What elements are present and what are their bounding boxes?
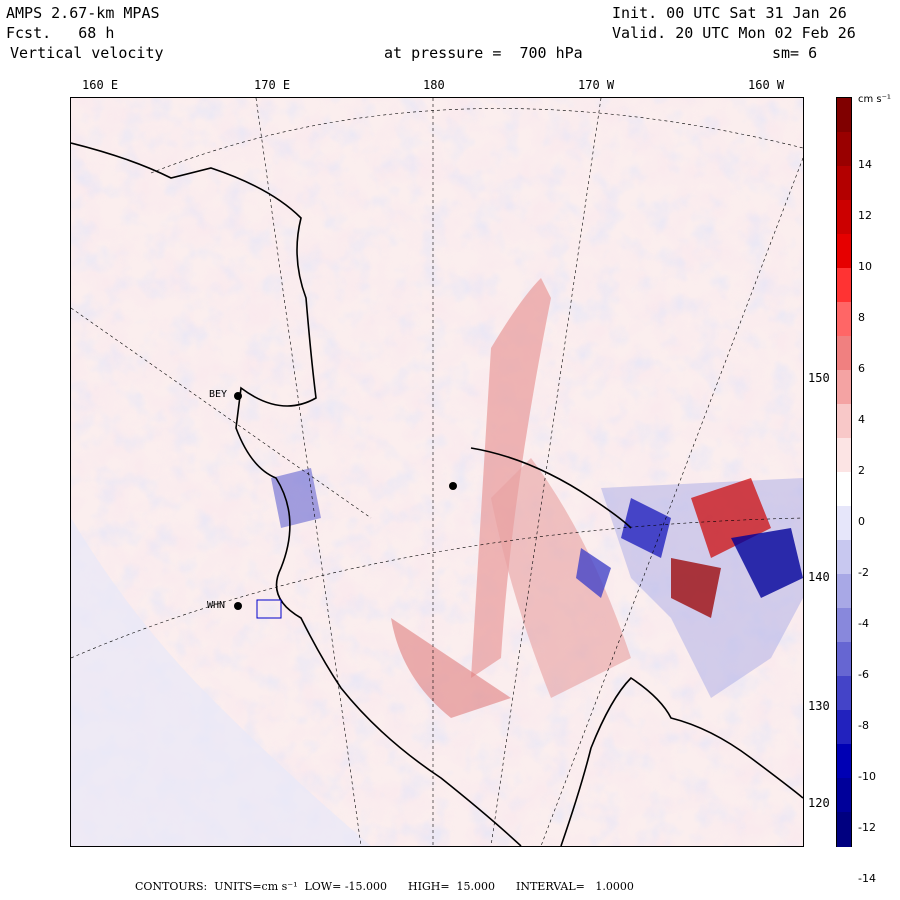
colorbar-tick-label: 8	[858, 311, 865, 324]
smoothing: sm= 6	[772, 44, 818, 62]
colorbar-segment	[837, 438, 851, 473]
colorbar-tick-label: 10	[858, 260, 872, 273]
station-dot-3	[449, 482, 457, 490]
coastline	[71, 142, 803, 846]
graticule-lon-160e	[71, 307, 372, 519]
lon-label-170w: 170 W	[578, 78, 615, 92]
graticule-lat-2	[71, 517, 803, 659]
colorbar-tick-label: -12	[858, 821, 876, 834]
colorbar-segment	[837, 812, 851, 847]
vertical-velocity-map: BEY WHN	[70, 97, 804, 847]
colorbar-segment	[837, 370, 851, 405]
downward-core-3	[576, 548, 611, 598]
colorbar-tick-label: 4	[858, 413, 865, 426]
downward-core-1	[621, 498, 671, 558]
coastline-east	[560, 676, 803, 846]
colorbar-segment	[837, 608, 851, 643]
station-dot-whn	[234, 602, 242, 610]
lon-label-160w: 160 W	[748, 78, 785, 92]
colorbar-segment	[837, 336, 851, 371]
colorbar-tick-label: 2	[858, 464, 865, 477]
valid-time: Valid. 20 UTC Mon 02 Feb 26	[612, 24, 856, 42]
colorbar-units: cm s⁻¹	[858, 94, 891, 105]
lat-label-150w: 150 W	[808, 371, 845, 385]
colorbar-segment	[837, 132, 851, 167]
lon-label-180: 180	[423, 78, 445, 92]
colorbar-segment	[837, 200, 851, 235]
colorbar-tick-label: 0	[858, 515, 865, 528]
graticule-lon-160w	[540, 157, 803, 846]
lat-label-130w: 130 W	[808, 699, 845, 713]
coastline-ross-front	[470, 447, 632, 529]
colorbar-tick-label: 12	[858, 209, 872, 222]
colorbar-segment	[837, 302, 851, 337]
colorbar	[836, 97, 852, 847]
colorbar-tick-label: -10	[858, 770, 876, 783]
upward-motion-patch	[391, 618, 511, 718]
colorbar-segment	[837, 234, 851, 269]
init-time: Init. 00 UTC Sat 31 Jan 26	[612, 4, 847, 22]
colorbar-segment	[837, 642, 851, 677]
colorbar-tick-label: -6	[858, 668, 869, 681]
colorbar-segment	[837, 744, 851, 779]
lon-label-170e: 170 E	[254, 78, 291, 92]
colorbar-segment	[837, 778, 851, 813]
colorbar-segment	[837, 98, 851, 133]
colorbar-tick-label: -14	[858, 872, 876, 885]
station-box	[256, 599, 282, 619]
station-label-bey: BEY	[209, 389, 228, 400]
station-label-whn: WHN	[207, 600, 226, 611]
downward-core-2	[731, 528, 803, 598]
colorbar-segment	[837, 506, 851, 541]
colorbar-segment	[837, 472, 851, 507]
coastline-west	[71, 142, 522, 846]
stations	[234, 392, 457, 619]
colorbar-tick-label: -2	[858, 566, 869, 579]
colorbar-tick-label: 14	[858, 158, 872, 171]
downward-patch-coast	[271, 468, 321, 528]
colorbar-tick-label: 6	[858, 362, 865, 375]
colorbar-segment	[837, 166, 851, 201]
map-canvas	[71, 98, 803, 846]
ice-shelf-region	[71, 518, 371, 846]
colorbar-segment	[837, 268, 851, 303]
lat-label-120w: 120 W	[808, 796, 845, 810]
colorbar-tick-label: -8	[858, 719, 869, 732]
lat-label-140w: 140 W	[808, 570, 845, 584]
colorbar-segment	[837, 676, 851, 711]
contour-info: CONTOURS: UNITS=cm s⁻¹ LOW= -15.000 HIGH…	[135, 880, 634, 893]
forecast-hour: Fcst. 68 h	[6, 24, 115, 42]
upward-core-2	[671, 558, 721, 618]
colorbar-segment	[837, 710, 851, 745]
graticule-lat-1	[150, 108, 803, 174]
upward-motion-band-2	[491, 458, 631, 698]
colorbar-segment	[837, 540, 851, 575]
pressure-level: at pressure = 700 hPa	[384, 44, 583, 62]
station-dot-bey	[234, 392, 242, 400]
colorbar-segment	[837, 574, 851, 609]
colorbar-segment	[837, 404, 851, 439]
field-name: Vertical velocity	[10, 44, 164, 62]
model-title: AMPS 2.67-km MPAS	[6, 4, 160, 22]
lon-label-160e: 160 E	[82, 78, 119, 92]
colorbar-tick-label: -4	[858, 617, 869, 630]
